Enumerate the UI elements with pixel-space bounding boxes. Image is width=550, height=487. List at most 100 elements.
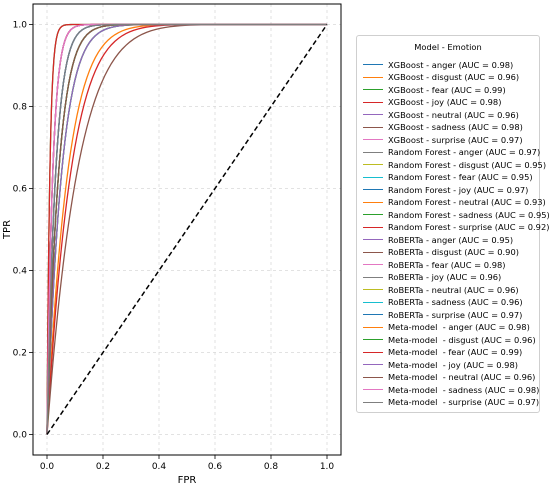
- legend-entry: Meta-model - joy (AUC = 0.98): [363, 358, 518, 371]
- legend-label: Random Forest - joy (AUC = 0.97): [388, 184, 529, 195]
- legend-swatch: [363, 239, 383, 240]
- legend-swatch: [363, 276, 383, 278]
- legend-swatch: [363, 401, 383, 403]
- y-tick-label: 0.2: [13, 349, 27, 359]
- x-tick-label: 0.0: [40, 462, 55, 472]
- legend-swatch: [363, 251, 383, 253]
- legend-label: Meta-model - neutral (AUC = 0.96): [388, 372, 536, 382]
- y-tick-label: 0.6: [13, 185, 28, 195]
- legend-swatch: [363, 76, 383, 78]
- y-tick-label: 1.0: [13, 21, 28, 31]
- legend-swatch: [363, 176, 383, 178]
- legend-swatch: [363, 376, 383, 378]
- legend-entry: Meta-model - sadness (AUC = 0.98): [363, 383, 539, 396]
- legend-swatch: [363, 264, 383, 265]
- legend-entry: XGBoost - neutral (AUC = 0.96): [363, 108, 519, 121]
- legend-swatch: [363, 189, 383, 190]
- legend-entry: Meta-model - anger (AUC = 0.98): [363, 321, 530, 334]
- legend-entry: Meta-model - neutral (AUC = 0.96): [363, 371, 535, 384]
- legend-swatch: [363, 301, 383, 303]
- legend-swatch: [363, 314, 383, 315]
- legend-entry: RoBERTa - surprise (AUC = 0.97): [363, 308, 522, 321]
- y-axis-ticks: 0.0 0.2 0.4 0.6 0.8 1.0: [13, 21, 33, 441]
- legend-label: RoBERTa - sadness (AUC = 0.96): [388, 297, 523, 307]
- legend-label: XGBoost - anger (AUC = 0.98): [388, 59, 514, 70]
- legend-swatch: [363, 114, 383, 115]
- x-tick-label: 0.6: [208, 462, 223, 472]
- legend-swatch: [363, 64, 383, 65]
- legend-swatch: [363, 214, 383, 215]
- legend-label: RoBERTa - joy (AUC = 0.96): [388, 272, 502, 282]
- legend-entry: RoBERTa - neutral (AUC = 0.96): [363, 283, 519, 296]
- legend-swatch: [363, 351, 383, 353]
- legend-entry: Random Forest - joy (AUC = 0.97): [363, 183, 528, 196]
- legend-entry: XGBoost - joy (AUC = 0.98): [363, 96, 501, 109]
- y-tick-label: 0.0: [13, 431, 28, 441]
- legend-label: XGBoost - joy (AUC = 0.98): [388, 97, 502, 107]
- roc-curves: [46, 23, 327, 435]
- x-tick-label: 0.8: [264, 462, 279, 472]
- plot-frame: [32, 3, 342, 456]
- legend-label: Meta-model - disgust (AUC = 0.96): [388, 334, 536, 345]
- legend-swatch: [363, 289, 383, 290]
- x-tick-label: 1.0: [320, 462, 335, 472]
- legend-entry: Meta-model - fear (AUC = 0.99): [363, 346, 522, 359]
- legend-swatch: [363, 139, 383, 140]
- legend-swatch: [363, 339, 383, 340]
- legend-entry: Random Forest - anger (AUC = 0.97): [363, 146, 540, 159]
- legend-label: Random Forest - anger (AUC = 0.97): [388, 147, 541, 157]
- x-tick-label: 0.2: [96, 462, 110, 472]
- legend-label: Meta-model - surprise (AUC = 0.97): [388, 397, 540, 407]
- legend-label: XGBoost - neutral (AUC = 0.96): [388, 109, 519, 120]
- legend-entry: RoBERTa - sadness (AUC = 0.96): [363, 296, 523, 309]
- legend-swatch: [363, 226, 383, 228]
- legend-swatch: [363, 389, 383, 390]
- legend-entry: RoBERTa - joy (AUC = 0.96): [363, 271, 501, 284]
- legend-entry: XGBoost - fear (AUC = 0.99): [363, 83, 506, 96]
- legend-label: RoBERTa - surprise (AUC = 0.97): [388, 309, 523, 320]
- legend-entry: XGBoost - surprise (AUC = 0.97): [363, 133, 523, 146]
- legend-entry: XGBoost - sadness (AUC = 0.98): [363, 121, 523, 134]
- legend-entry: Meta-model - surprise (AUC = 0.97): [363, 396, 539, 409]
- x-axis-label: FPR: [178, 475, 197, 486]
- legend-swatch: [363, 164, 383, 165]
- legend-label: XGBoost - disgust (AUC = 0.96): [388, 72, 520, 82]
- legend-label: Random Forest - fear (AUC = 0.95): [388, 172, 533, 182]
- legend-label: RoBERTa - fear (AUC = 0.98): [388, 259, 506, 270]
- legend-label: Random Forest - neutral (AUC = 0.93): [388, 197, 546, 207]
- y-axis-label: TPR: [2, 220, 13, 240]
- chance-diagonal-line: [46, 24, 328, 435]
- legend-title: Model - Emotion: [414, 42, 482, 52]
- legend-swatch: [363, 126, 383, 128]
- legend-entry: XGBoost - anger (AUC = 0.98): [363, 58, 513, 71]
- y-tick-label: 0.4: [13, 267, 28, 277]
- legend-label: RoBERTa - disgust (AUC = 0.90): [388, 247, 519, 257]
- y-tick-label: 0.8: [13, 103, 28, 113]
- legend-swatch: [363, 364, 383, 365]
- legend-label: RoBERTa - anger (AUC = 0.95): [388, 234, 514, 245]
- roc-curve-series-27: [46, 23, 327, 435]
- legend-entry: Random Forest - sadness (AUC = 0.95): [363, 208, 550, 221]
- legend-entry: Random Forest - disgust (AUC = 0.95): [363, 158, 546, 171]
- legend-label: Meta-model - fear (AUC = 0.99): [388, 347, 523, 357]
- legend-label: Meta-model - anger (AUC = 0.98): [388, 322, 530, 332]
- legend-label: XGBoost - sadness (AUC = 0.98): [388, 122, 523, 132]
- legend-swatch: [363, 101, 383, 103]
- legend-label: XGBoost - fear (AUC = 0.99): [388, 84, 506, 95]
- legend-entry: Random Forest - surprise (AUC = 0.92): [363, 221, 549, 234]
- legend-label: Meta-model - joy (AUC = 0.98): [388, 359, 518, 370]
- legend-swatch: [363, 201, 383, 203]
- x-axis-ticks: 0.0 0.2 0.4 0.6 0.8 1.0: [40, 455, 335, 472]
- legend-label: Random Forest - disgust (AUC = 0.95): [388, 159, 547, 170]
- legend-label: Random Forest - surprise (AUC = 0.92): [388, 222, 550, 232]
- legend-entry: RoBERTa - disgust (AUC = 0.90): [363, 246, 519, 259]
- legend-entry: RoBERTa - anger (AUC = 0.95): [363, 233, 513, 246]
- legend-label: RoBERTa - neutral (AUC = 0.96): [388, 284, 519, 295]
- legend-entry: Meta-model - disgust (AUC = 0.96): [363, 333, 536, 346]
- legend-entry: Random Forest - fear (AUC = 0.95): [363, 171, 533, 184]
- legend-entry: RoBERTa - fear (AUC = 0.98): [363, 258, 505, 271]
- legend-entry: XGBoost - disgust (AUC = 0.96): [363, 71, 519, 84]
- legend-label: XGBoost - surprise (AUC = 0.97): [388, 134, 523, 145]
- legend: Model - Emotion XGBoost - anger (AUC = 0…: [356, 35, 550, 413]
